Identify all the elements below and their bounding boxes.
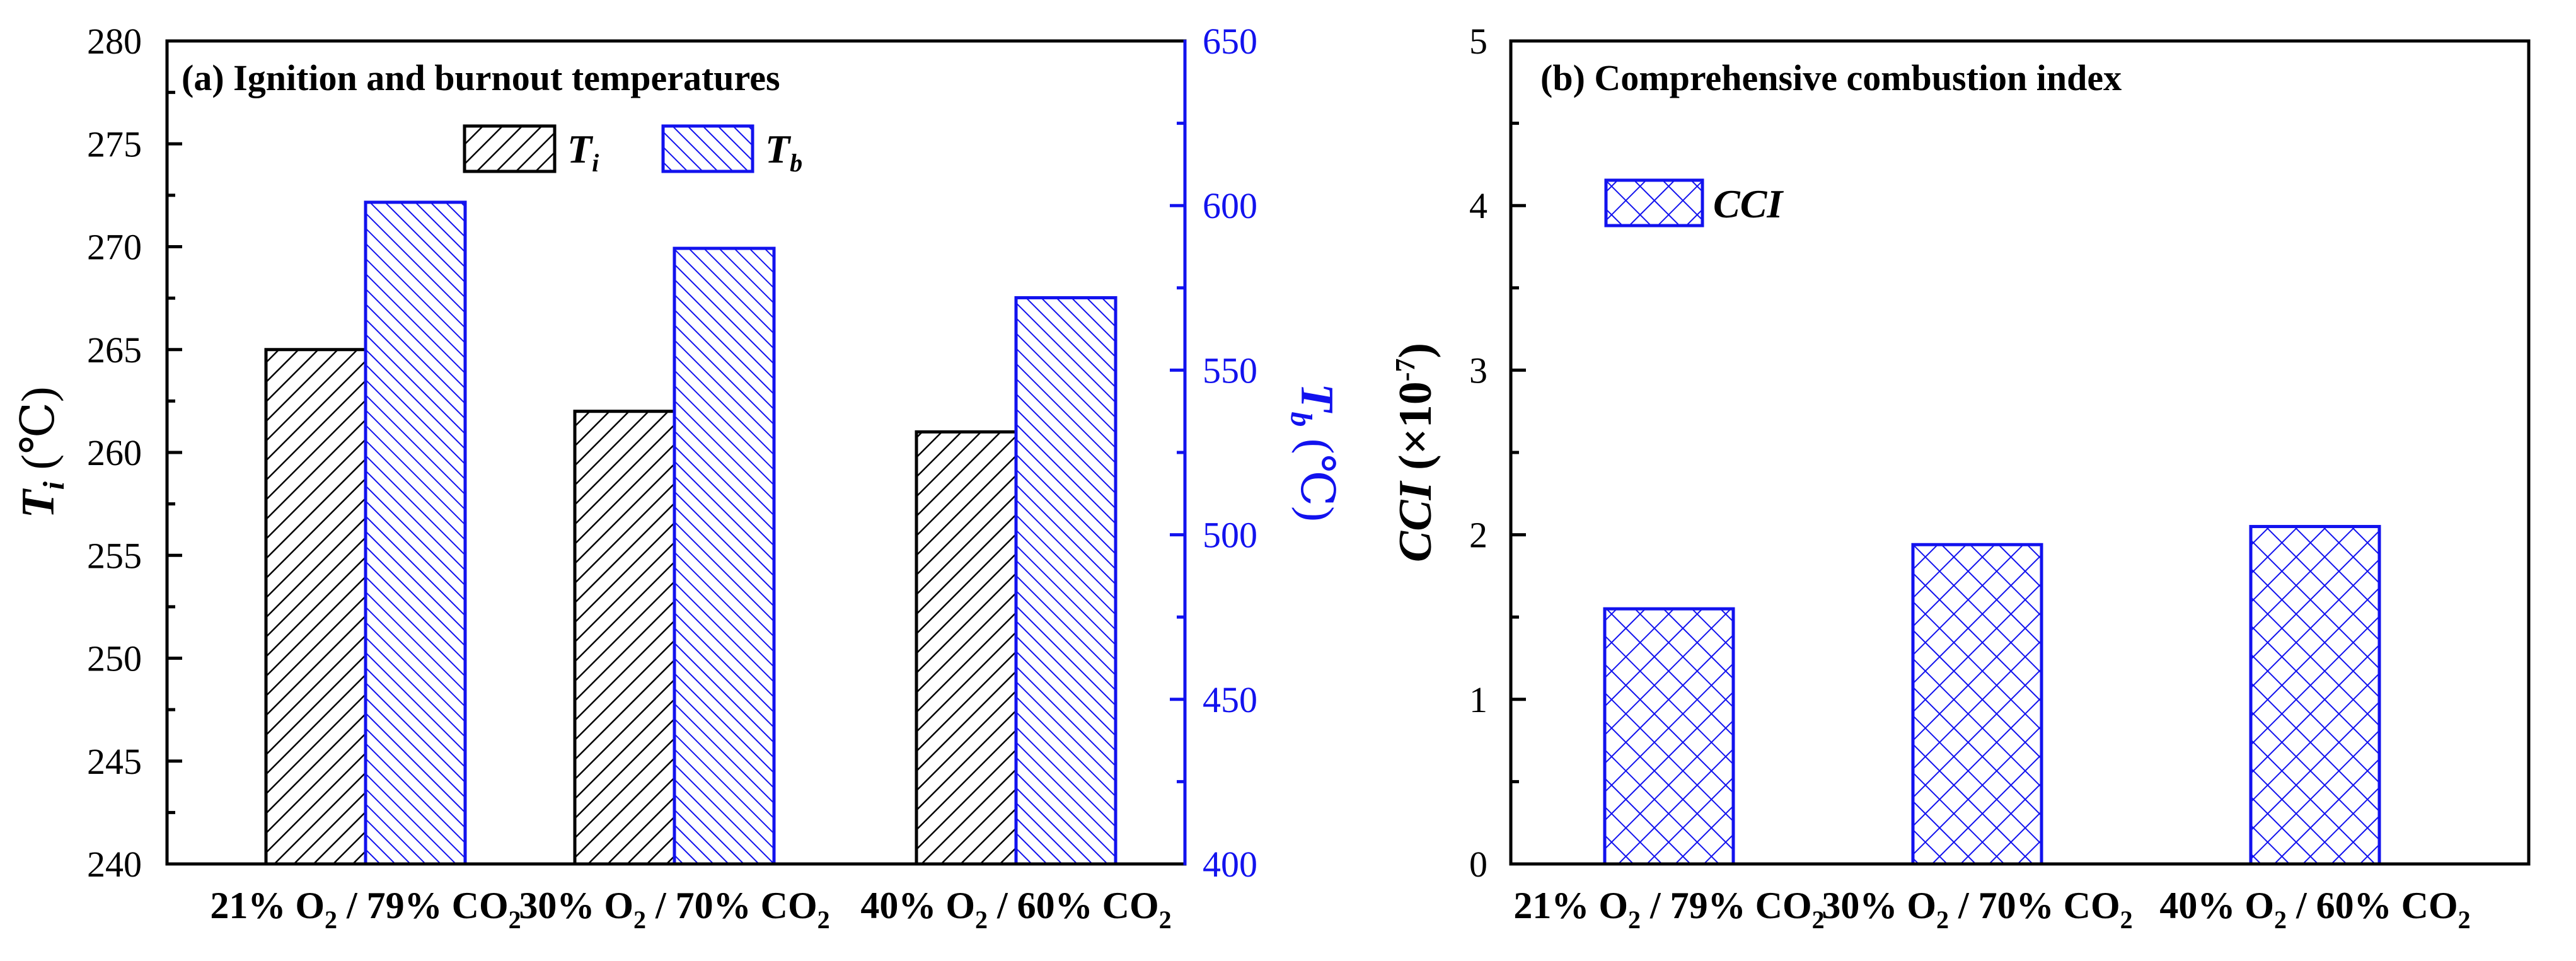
tick-label: 4 [1469, 185, 1487, 226]
legend-swatch-cci [1604, 178, 1704, 227]
panel-b-title: (b) Comprehensive combustion index [1540, 57, 2122, 98]
category-label: 30% O2 / 70% CO2 [1822, 885, 2132, 934]
legend-label-tb: Tb [765, 127, 802, 177]
left-tick-label: 270 [87, 227, 142, 268]
category-label: 40% O2 / 60% CO2 [860, 885, 1171, 934]
panel-a: 240 245 250 255 260 265 270 275 280 400 450 500 550… [13, 21, 1343, 934]
left-tick-label: 275 [87, 124, 142, 164]
panel-a-left-axis-ticks: 240 245 250 255 260 265 270 275 280 [87, 21, 182, 885]
legend-label-cci: CCI [1713, 181, 1784, 226]
category-label: 21% O2 / 79% CO2 [1513, 885, 1824, 934]
panel-b-legend: CCI [1604, 178, 1784, 227]
right-tick-label: 500 [1203, 515, 1257, 556]
left-tick-label: 265 [87, 330, 142, 371]
legend-swatch-ti [463, 124, 557, 173]
bar-ti [573, 410, 676, 866]
right-tick-label: 600 [1203, 185, 1257, 226]
left-tick-label: 250 [87, 638, 142, 679]
panel-b-bars [1603, 525, 2381, 866]
panel-a-bars [264, 200, 1118, 866]
legend-swatch-tb [661, 124, 754, 173]
panel-b-axis-ticks: 0 1 2 3 4 5 [1469, 21, 1526, 885]
left-tick-label: 255 [87, 535, 142, 576]
right-tick-label: 450 [1203, 679, 1257, 720]
bar-cci [1911, 543, 2043, 866]
category-label: 40% O2 / 60% CO2 [2159, 885, 2470, 934]
tick-label: 1 [1469, 679, 1487, 720]
right-tick-label: 400 [1203, 844, 1257, 885]
legend-label-ti: Ti [567, 127, 599, 177]
panel-a-right-axis-title: Tb (℃) [1285, 383, 1343, 522]
tick-label: 2 [1469, 515, 1487, 556]
panel-a-right-axis-ticks: 400 450 500 550 600 650 [1170, 21, 1257, 885]
category-label: 30% O2 / 70% CO2 [519, 885, 829, 934]
left-tick-label: 280 [87, 21, 142, 62]
bar-ti [915, 430, 1018, 866]
right-tick-label: 550 [1203, 350, 1257, 391]
panel-a-left-axis-title: Ti (℃) [13, 386, 71, 518]
left-tick-label: 240 [87, 844, 142, 885]
tick-label: 3 [1469, 350, 1487, 391]
bar-cci [1603, 607, 1735, 866]
panel-b: 0 1 2 3 4 5 (b) Comprehensive combustion inde… [1390, 21, 2531, 934]
bar-tb [673, 246, 776, 866]
bar-tb [364, 200, 467, 866]
panel-b-frame [1509, 39, 2531, 866]
bar-cci [2249, 525, 2381, 866]
tick-label: 5 [1469, 21, 1487, 62]
panel-a-legend: Ti Tb [463, 124, 802, 177]
left-tick-label: 260 [87, 432, 142, 473]
category-label: 21% O2 / 79% CO2 [210, 885, 521, 934]
bar-tb [1014, 296, 1118, 866]
panel-a-title: (a) Ignition and burnout temperatures [182, 57, 780, 98]
panel-b-axis-title: CCI (×10-7) [1390, 343, 1441, 562]
bar-ti [264, 348, 367, 866]
tick-label: 0 [1469, 844, 1487, 885]
right-tick-label: 650 [1203, 21, 1257, 62]
left-tick-label: 245 [87, 741, 142, 782]
